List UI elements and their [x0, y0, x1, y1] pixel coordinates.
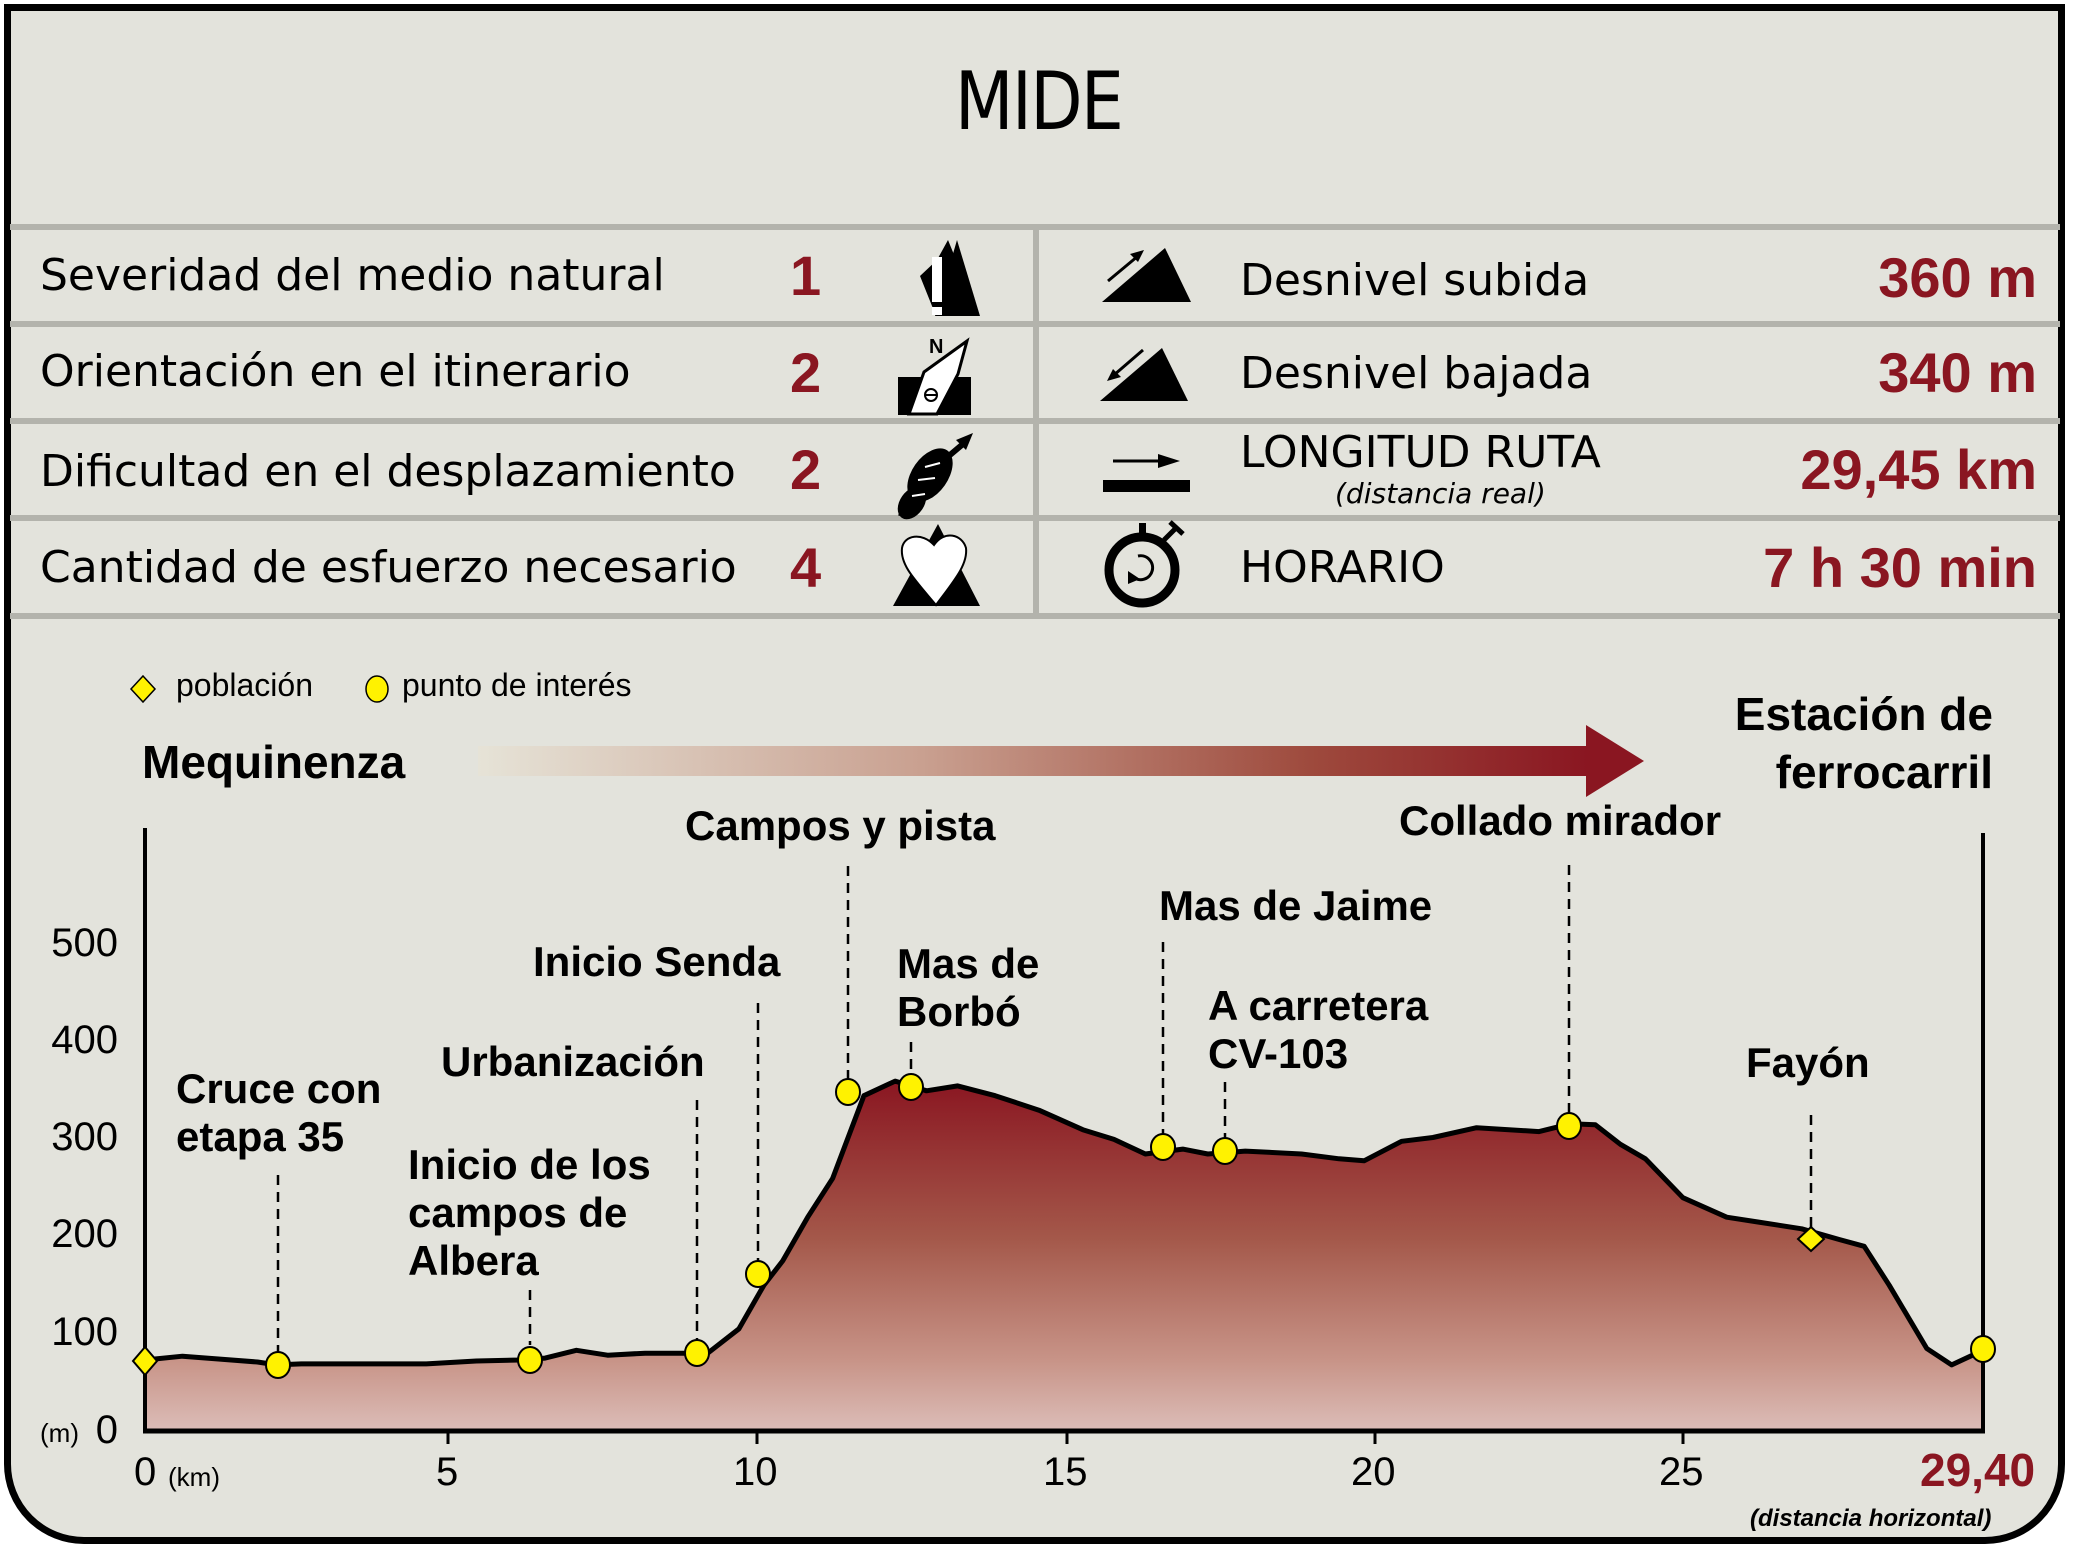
effort-value: 4: [790, 536, 822, 599]
poi-label-urbanizacion: Urbanización: [441, 1038, 705, 1085]
table-divider: [1033, 224, 1039, 617]
poi-label-line: Albera: [408, 1237, 539, 1284]
page-title: MIDE: [954, 55, 1124, 148]
poi-label-line: Cruce con: [176, 1065, 382, 1112]
length-label: LONGITUD RUTA: [1240, 427, 1601, 478]
poi-label-collado: Collado mirador: [1399, 797, 1722, 844]
x-tick-10: 10: [733, 1450, 778, 1494]
length-value: 29,45 km: [1800, 438, 2037, 501]
y-unit-label: (m): [40, 1418, 79, 1448]
poi-label-borbo: Mas de Borbó: [897, 940, 1039, 1036]
x-tick-5: 5: [436, 1450, 459, 1494]
difficulty-value: 2: [790, 438, 822, 501]
x-end-note: (distancia horizontal): [1750, 1505, 1992, 1532]
x-tick-20: 20: [1351, 1450, 1396, 1494]
end-place-line1: Estación de: [1734, 688, 1993, 740]
schedule-label: HORARIO: [1240, 542, 1445, 593]
orientation-label: Orientación en el itinerario: [40, 346, 631, 397]
poi-label-jaime: Mas de Jaime: [1159, 882, 1433, 929]
descent-value: 340 m: [1878, 341, 2037, 404]
y-tick-0: 0: [95, 1408, 118, 1452]
poi-label-senda: Inicio Senda: [533, 938, 781, 985]
y-tick-200: 200: [51, 1212, 118, 1256]
poi-label-campos: Campos y pista: [685, 802, 996, 849]
effort-label: Cantidad de esfuerzo necesario: [40, 542, 737, 593]
orientation-value: 2: [790, 341, 822, 404]
poi-label-cruce: Cruce con etapa 35: [176, 1065, 381, 1161]
difficulty-label: Dificultad en el desplazamiento: [40, 446, 736, 497]
x-tick-0: 0: [134, 1450, 157, 1494]
descent-label: Desnivel bajada: [1240, 348, 1593, 399]
x-end-value: 29,40: [1920, 1444, 2036, 1496]
y-tick-100: 100: [51, 1310, 118, 1354]
poi-label-line: Borbó: [897, 988, 1021, 1035]
y-tick-500: 500: [51, 921, 118, 965]
poi-label-line: A carretera: [1208, 982, 1429, 1029]
poi-label-albera: Inicio de los campos de Albera: [408, 1141, 651, 1285]
x-unit-label: (km): [168, 1462, 220, 1492]
start-place: Mequinenza: [142, 736, 406, 788]
ascent-label: Desnivel subida: [1240, 255, 1590, 306]
y-tick-400: 400: [51, 1018, 118, 1062]
schedule-value: 7 h 30 min: [1763, 536, 2037, 599]
ascent-value: 360 m: [1878, 246, 2037, 309]
poi-label-line: CV-103: [1208, 1030, 1349, 1077]
poi-label-line: campos de: [408, 1189, 628, 1236]
end-place-line2: ferrocarril: [1775, 746, 1993, 798]
poi-label-fayon: Fayón: [1746, 1039, 1870, 1086]
poi-label-line: Inicio de los: [408, 1141, 651, 1188]
length-sublabel: (distancia real): [1335, 477, 1546, 510]
poi-label-carretera: A carretera CV-103: [1208, 982, 1428, 1078]
poi-label-line: etapa 35: [176, 1113, 345, 1160]
severity-value: 1: [790, 244, 822, 307]
y-tick-300: 300: [51, 1115, 118, 1159]
legend-town-label: población: [176, 667, 313, 703]
x-tick-15: 15: [1043, 1450, 1088, 1494]
legend-poi-label: punto de interés: [402, 667, 632, 703]
poi-label-line: Mas de: [897, 940, 1040, 987]
severity-label: Severidad del medio natural: [40, 250, 665, 301]
x-tick-25: 25: [1659, 1450, 1704, 1494]
